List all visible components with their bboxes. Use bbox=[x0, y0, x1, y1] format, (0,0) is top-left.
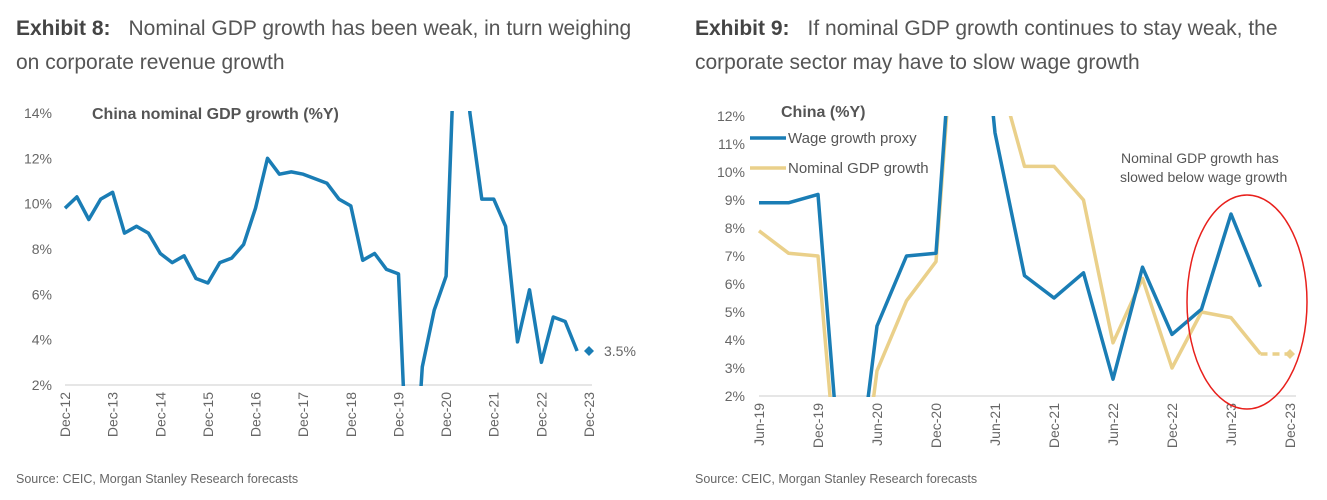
x-tick-label: Dec-23 bbox=[1282, 403, 1298, 448]
y-tick-label: 3% bbox=[725, 360, 745, 376]
x-tick-label: Dec-16 bbox=[248, 392, 264, 437]
exhibit-9-title: Exhibit 9: If nominal GDP growth continue… bbox=[695, 12, 1325, 80]
forecast-marker bbox=[1285, 349, 1295, 359]
exhibit-8-title: Exhibit 8: Nominal GDP growth has been we… bbox=[16, 12, 656, 80]
legend-label-wage: Wage growth proxy bbox=[788, 130, 917, 147]
x-tick-label: Dec-23 bbox=[581, 392, 597, 437]
forecast-marker bbox=[584, 346, 594, 356]
y-tick-label: 8% bbox=[32, 241, 52, 257]
y-tick-label: 11% bbox=[718, 136, 745, 152]
x-tick-label: Dec-21 bbox=[486, 392, 502, 437]
chart-title: China nominal GDP growth (%Y) bbox=[92, 106, 339, 123]
x-tick-label: Jun-23 bbox=[1223, 403, 1239, 446]
annotation-line-2: slowed below wage growth bbox=[1120, 169, 1287, 185]
x-tick-label: Dec-12 bbox=[57, 392, 73, 437]
exhibit-9-source: Source: CEIC, Morgan Stanley Research fo… bbox=[695, 472, 978, 486]
exhibit-9-title-text: If nominal GDP growth continues to stay … bbox=[695, 17, 1278, 74]
x-tick-label: Jun-20 bbox=[869, 403, 885, 446]
exhibit-8-number: Exhibit 8: bbox=[16, 17, 111, 40]
series-line-nominal-gdp bbox=[63, 111, 579, 386]
y-tick-label: 12% bbox=[24, 150, 52, 166]
exhibit-8-source: Source: CEIC, Morgan Stanley Research fo… bbox=[16, 472, 299, 486]
x-tick-label: Dec-17 bbox=[295, 392, 311, 437]
x-tick-label: Dec-19 bbox=[390, 392, 406, 437]
y-tick-label: 8% bbox=[725, 220, 745, 236]
x-tick-label: Dec-22 bbox=[533, 392, 549, 437]
x-tick-label: Dec-20 bbox=[928, 403, 944, 448]
x-tick-label: Dec-19 bbox=[810, 403, 826, 448]
x-tick-label: Dec-22 bbox=[1164, 403, 1180, 448]
x-tick-label: Dec-14 bbox=[152, 392, 168, 437]
y-tick-label: 9% bbox=[725, 192, 745, 208]
series-line-nominal-gdp bbox=[757, 116, 1262, 397]
x-tick-label: Dec-21 bbox=[1046, 403, 1062, 448]
y-tick-label: 7% bbox=[725, 248, 745, 264]
series-line-wage-growth bbox=[759, 116, 1263, 397]
y-tick-label: 14% bbox=[24, 105, 52, 121]
exhibit-8-title-text: Nominal GDP growth has been weak, in tur… bbox=[16, 17, 632, 74]
x-tick-label: Dec-20 bbox=[438, 392, 454, 437]
forecast-label: 3.5% bbox=[604, 343, 636, 359]
x-tick-label: Dec-15 bbox=[200, 392, 216, 437]
highlight-ellipse bbox=[1186, 194, 1308, 410]
y-tick-label: 10% bbox=[717, 164, 745, 180]
x-tick-label: Dec-13 bbox=[105, 392, 121, 437]
legend-label-gdp: Nominal GDP growth bbox=[788, 160, 929, 177]
x-tick-label: Jun-21 bbox=[987, 403, 1003, 446]
y-tick-label: 12% bbox=[717, 108, 745, 124]
x-tick-label: Jun-19 bbox=[751, 403, 767, 446]
y-tick-label: 6% bbox=[725, 276, 745, 292]
y-tick-label: 4% bbox=[725, 332, 745, 348]
y-tick-label: 10% bbox=[24, 196, 52, 212]
annotation-line-1: Nominal GDP growth has bbox=[1121, 150, 1279, 166]
chart-title: China (%Y) bbox=[781, 104, 865, 121]
y-tick-label: 6% bbox=[32, 286, 52, 302]
x-tick-label: Dec-18 bbox=[343, 392, 359, 437]
x-tick-label: Jun-22 bbox=[1105, 403, 1121, 446]
y-tick-label: 2% bbox=[32, 377, 52, 393]
exhibit-9-number: Exhibit 9: bbox=[695, 17, 790, 40]
y-tick-label: 4% bbox=[32, 332, 52, 348]
y-tick-label: 5% bbox=[725, 304, 745, 320]
y-tick-label: 2% bbox=[725, 388, 745, 404]
